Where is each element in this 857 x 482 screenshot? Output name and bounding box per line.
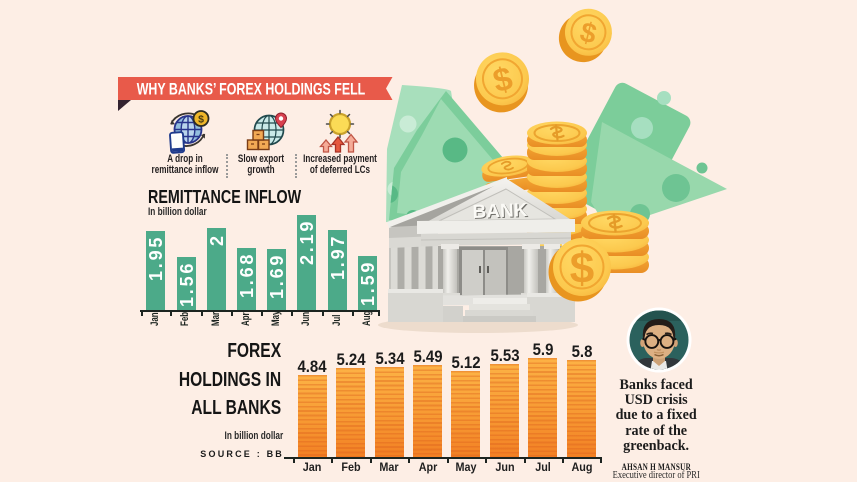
svg-text:WHY BANKS’ FOREX HOLDINGS FELL: WHY BANKS’ FOREX HOLDINGS FELL [137, 81, 366, 99]
svg-text:$: $ [198, 113, 204, 125]
svg-text:$: $ [570, 244, 594, 293]
svg-text:BANK: BANK [472, 200, 528, 223]
svg-text:BANK: BANK [473, 201, 529, 224]
